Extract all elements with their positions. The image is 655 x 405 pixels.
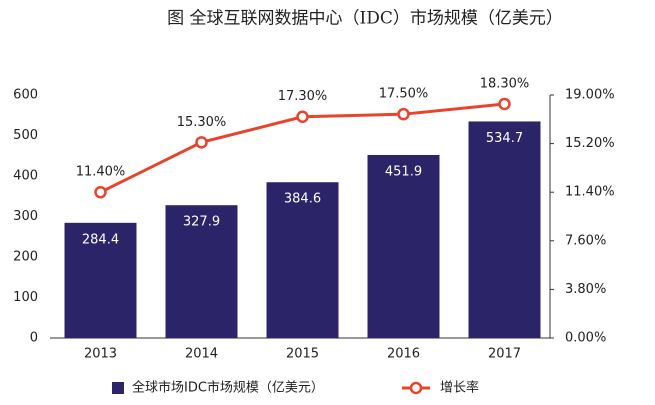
y2-tick-label: 19.00% — [565, 88, 615, 103]
legend-swatch — [112, 382, 124, 394]
x-tick-label: 2016 — [387, 347, 420, 362]
bar — [266, 182, 339, 338]
y-tick-label: 200 — [13, 250, 38, 265]
legend-label: 增长率 — [440, 380, 479, 396]
line-marker — [397, 107, 410, 121]
line-marker — [296, 110, 309, 123]
bar — [165, 205, 238, 338]
line-marker — [94, 185, 107, 199]
bar-label: 327.9 — [183, 215, 220, 230]
y-tick-label: 500 — [13, 128, 38, 143]
legend-label: 全球市场IDC市场规模（亿美元） — [132, 380, 324, 396]
x-tick-label: 2017 — [488, 347, 521, 362]
y2-tick-label: 0.00% — [565, 331, 606, 346]
y-tick-label: 300 — [13, 209, 38, 224]
bar-label: 384.6 — [284, 192, 321, 207]
chart-title: 图 全球互联网数据中心（IDC）市场规模（亿美元） — [167, 9, 563, 29]
y-tick-label: 0 — [30, 331, 38, 346]
bar-label: 451.9 — [385, 164, 422, 179]
bar — [367, 154, 440, 338]
bar — [64, 222, 137, 338]
y2-tick-label: 7.60% — [565, 233, 606, 248]
line-marker — [498, 97, 511, 111]
line-label: 18.30% — [480, 76, 530, 91]
y-tick-label: 600 — [13, 88, 38, 103]
bar-label: 284.4 — [82, 232, 119, 247]
line-label: 11.40% — [76, 165, 126, 180]
line-label: 17.30% — [278, 89, 328, 104]
y-tick-label: 100 — [13, 290, 38, 305]
bar — [468, 121, 541, 338]
x-tick-label: 2013 — [84, 347, 117, 362]
x-tick-label: 2015 — [286, 347, 319, 362]
line-label: 17.50% — [379, 87, 429, 102]
line-label: 15.30% — [177, 115, 227, 130]
y2-tick-label: 11.40% — [565, 185, 615, 200]
legend-swatch — [409, 381, 423, 395]
y-tick-label: 400 — [13, 169, 38, 184]
line-marker — [195, 136, 208, 149]
y2-tick-label: 3.80% — [565, 282, 606, 297]
x-tick-label: 2014 — [185, 347, 218, 362]
y2-tick-label: 15.20% — [565, 136, 615, 151]
bar-label: 534.7 — [486, 131, 523, 146]
